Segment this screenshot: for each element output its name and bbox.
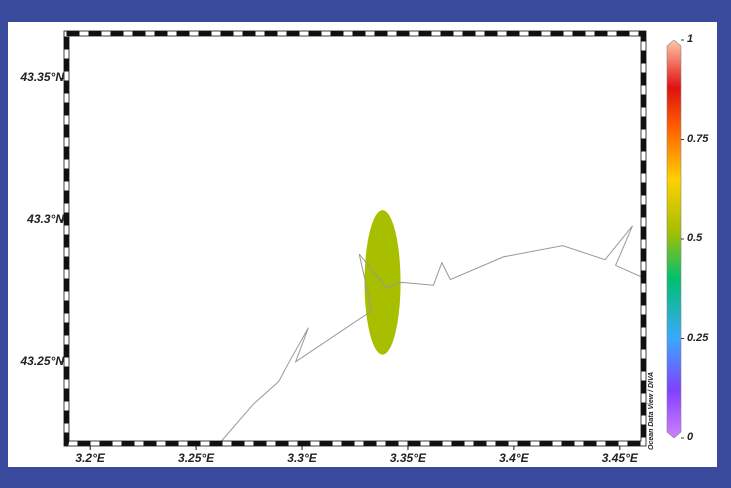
- figure-panel: 43.35°N 43.3°N 43.25°N 3.2°E 3.25°E 3.3°E 3.3…: [8, 22, 717, 467]
- map-frame-dashes: [64, 31, 646, 446]
- lon-tick-label: 3.25°E: [178, 451, 215, 465]
- map-figure: [60, 30, 684, 450]
- colorbar-tick-label: 0.75: [687, 132, 709, 145]
- colorbar: [666, 39, 682, 439]
- map-frame-outer: [63, 30, 647, 447]
- lat-tick-label: 43.3°N: [27, 212, 64, 227]
- ocean-data-view-credit: Ocean Data View / DIVA: [648, 371, 655, 450]
- lat-tick-label: 43.35°N: [20, 70, 65, 85]
- map-frame-inner: [68, 35, 642, 442]
- colorbar-tick-label: 0.25: [687, 331, 709, 344]
- map-background: [69, 36, 641, 441]
- lon-tick-label: 3.4°E: [499, 451, 529, 465]
- lon-tick-label: 3.3°E: [287, 451, 317, 465]
- lon-tick-label: 3.35°E: [389, 451, 427, 465]
- colorbar-tick-label: 1: [687, 33, 694, 45]
- lon-tick-label: 3.2°E: [75, 451, 105, 465]
- colorbar-tick-label: 0.5: [687, 232, 703, 244]
- colorbar-tick-label: 0: [687, 431, 694, 443]
- lat-tick-label: 43.25°N: [20, 353, 65, 368]
- coastline: [221, 225, 641, 441]
- lon-tick-label: 3.45°E: [601, 451, 638, 465]
